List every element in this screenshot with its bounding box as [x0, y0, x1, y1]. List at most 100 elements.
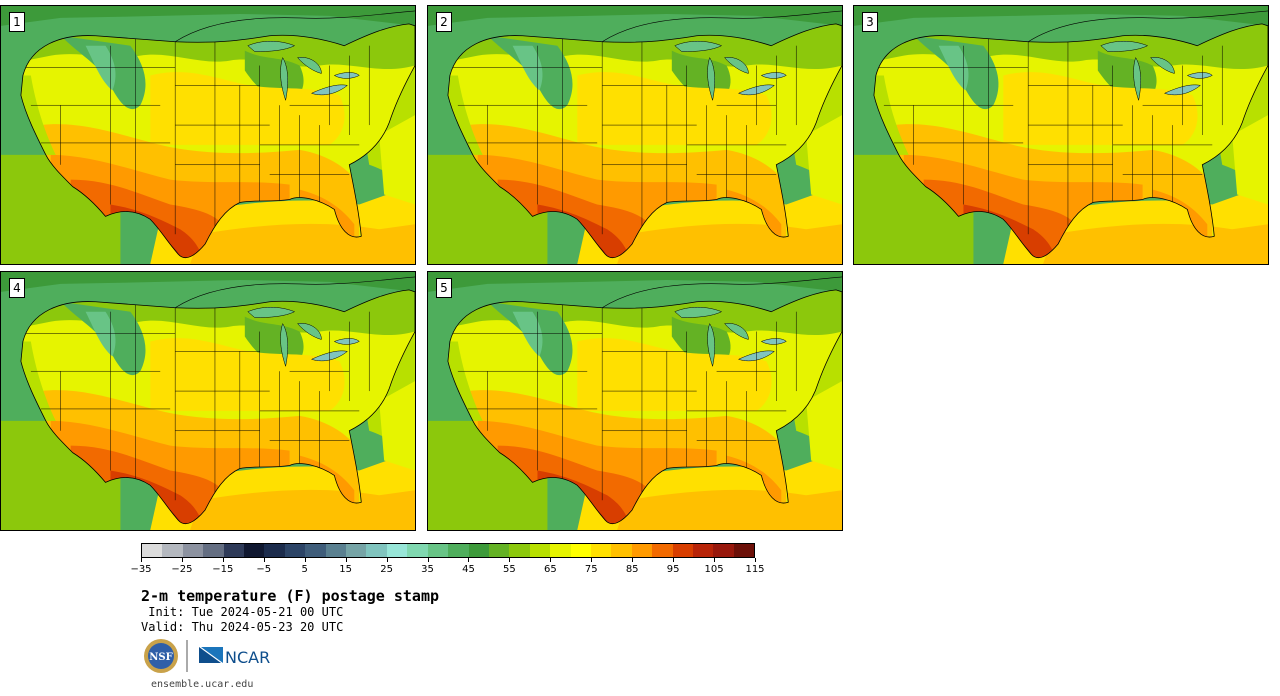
colorbar-bin [692, 544, 714, 557]
colorbar-bin [509, 544, 530, 557]
colorbar-tick-label: 95 [666, 564, 680, 575]
colorbar-bin [427, 544, 449, 557]
colorbar-tick-label: 45 [462, 564, 475, 575]
colorbar-bin [346, 544, 367, 557]
postage-stamp-2: 2 [427, 5, 843, 265]
stamp-number-label: 3 [862, 12, 878, 32]
state-boundaries [20, 35, 370, 235]
coastline [447, 23, 842, 258]
colorbar-tick [714, 558, 716, 562]
great-lakes [247, 40, 360, 102]
postage-stamp-1: 1 [0, 5, 416, 265]
stamp-number-label: 2 [436, 12, 452, 32]
colorbar-bin [244, 544, 265, 557]
nsf-logo-icon: NSF [144, 639, 178, 673]
colorbar-bin [611, 544, 632, 557]
colorbar-bin [590, 544, 612, 557]
state-boundaries [873, 35, 1223, 235]
colorbar-tick-label: −15 [212, 564, 234, 575]
canada-outline [601, 276, 842, 308]
coastline [873, 23, 1268, 258]
canada-outline [601, 10, 842, 42]
colorbar-tick [263, 558, 265, 562]
temperature-map [1, 6, 415, 264]
colorbar-tick-label: 115 [745, 564, 765, 575]
logos: NSF NCAR [143, 637, 283, 675]
colorbar-bin [652, 544, 673, 557]
colorbar-bin [672, 544, 693, 557]
colorbar-tick-label: 35 [421, 564, 434, 575]
colorbar-tick-label: −25 [171, 564, 193, 575]
colorbar-bin [142, 544, 163, 557]
init-time: Init: Tue 2024-05-21 00 UTC [141, 605, 344, 619]
colorbar-tick-label: −35 [130, 564, 152, 575]
canada-outline [174, 10, 415, 42]
colorbar-bin [203, 544, 224, 557]
canada-outline [174, 276, 415, 308]
postage-stamp-4: 4 [0, 271, 416, 531]
state-boundaries [447, 35, 797, 235]
great-lakes [674, 40, 787, 102]
colorbar-bin [529, 544, 551, 557]
colorbar-tick [509, 558, 511, 562]
colorbar-tick-label: 105 [704, 564, 724, 575]
temperature-map [428, 6, 842, 264]
colorbar-tick [427, 558, 429, 562]
state-boundaries [20, 301, 370, 501]
colorbar-bin [733, 544, 755, 557]
temperature-map [428, 272, 842, 530]
colorbar-tick [755, 558, 756, 562]
colorbar-bin [407, 544, 428, 557]
colorbar-tick [673, 558, 675, 562]
postage-stamp-3: 3 [853, 5, 1269, 265]
temperature-map [854, 6, 1268, 264]
colorbar-tick-label: 5 [301, 564, 308, 575]
coastline [20, 23, 415, 258]
coastline [447, 289, 842, 524]
colorbar-tick-label: −5 [256, 564, 272, 575]
figure-title: 2-m temperature (F) postage stamp [141, 587, 440, 605]
state-boundaries [447, 301, 797, 501]
colorbar-tick-label: 65 [543, 564, 557, 575]
colorbar-bin [488, 544, 510, 557]
canada-outline [1027, 10, 1268, 42]
colorbar-tick [304, 558, 306, 562]
temperature-map [1, 272, 415, 530]
colorbar-bin [366, 544, 387, 557]
colorbar-tick-label: 15 [339, 564, 353, 575]
colorbar-bin [284, 544, 306, 557]
stamp-number-label: 4 [9, 278, 25, 298]
postage-stamp-5: 5 [427, 271, 843, 531]
colorbar-tick [141, 558, 142, 562]
nsf-logo-text: NSF [149, 652, 172, 663]
colorbar-bin [325, 544, 347, 557]
colorbar-bin [550, 544, 571, 557]
colorbar-tick [550, 558, 552, 562]
colorbar-bin [264, 544, 285, 557]
colorbar-bin [448, 544, 469, 557]
colorbar-tick-label: 55 [503, 564, 516, 575]
colorbar-tick [222, 558, 224, 562]
stamp-number-label: 1 [9, 12, 25, 32]
stamp-number-label: 5 [436, 278, 452, 298]
colorbar-tick-label: 85 [625, 564, 639, 575]
temperature-colorbar [141, 543, 755, 558]
colorbar-bin [386, 544, 408, 557]
colorbar-bin [631, 544, 653, 557]
valid-time: Valid: Thu 2024-05-23 20 UTC [141, 620, 344, 634]
colorbar-bin [162, 544, 183, 557]
ncar-logo-text: NCAR [225, 648, 270, 667]
great-lakes [1100, 40, 1213, 102]
ncar-logo-icon: NCAR [199, 647, 270, 667]
colorbar-tick [345, 558, 347, 562]
colorbar-tick [468, 558, 470, 562]
site-url: ensemble.ucar.edu [151, 679, 254, 690]
colorbar-bin [468, 544, 489, 557]
colorbar-tick-label: 75 [584, 564, 598, 575]
colorbar-bin [570, 544, 591, 557]
colorbar-bin [223, 544, 245, 557]
colorbar-ticks: −35 −25 −15 −5 5 15 25 35 45 55 65 75 85 95 105 115 [130, 558, 765, 582]
colorbar-tick [181, 558, 183, 562]
colorbar-bin [305, 544, 326, 557]
colorbar-tick-label: 25 [380, 564, 393, 575]
